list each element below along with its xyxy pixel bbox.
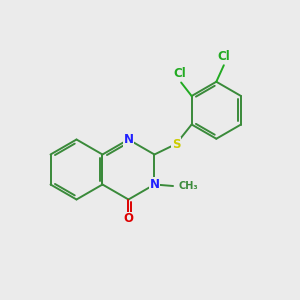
- Text: S: S: [172, 137, 180, 151]
- Text: N: N: [149, 178, 159, 191]
- Text: N: N: [124, 133, 134, 146]
- Text: CH₃: CH₃: [178, 181, 198, 191]
- Text: O: O: [124, 212, 134, 226]
- Text: Cl: Cl: [218, 50, 230, 63]
- Text: Cl: Cl: [173, 67, 186, 80]
